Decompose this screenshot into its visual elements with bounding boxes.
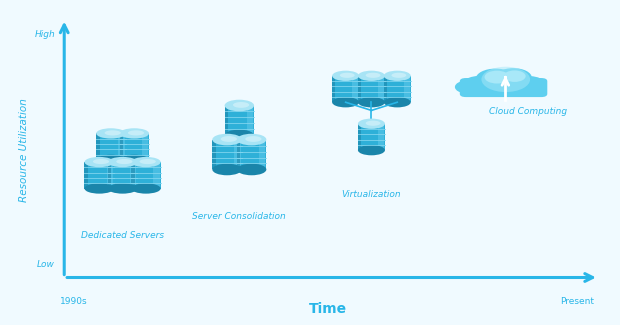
Bar — [358, 76, 385, 102]
Ellipse shape — [108, 183, 138, 194]
Ellipse shape — [96, 128, 126, 138]
Circle shape — [476, 69, 515, 89]
Ellipse shape — [237, 134, 267, 145]
Bar — [378, 76, 384, 102]
Bar — [237, 139, 267, 169]
Bar — [96, 133, 100, 160]
Ellipse shape — [224, 100, 254, 111]
Ellipse shape — [212, 164, 242, 175]
Ellipse shape — [384, 97, 411, 107]
Bar — [108, 162, 112, 188]
Ellipse shape — [332, 71, 359, 81]
Ellipse shape — [366, 73, 381, 78]
Bar — [384, 76, 387, 102]
Bar — [131, 162, 161, 188]
Ellipse shape — [131, 183, 161, 194]
Bar — [212, 139, 216, 169]
Bar — [96, 133, 126, 160]
Ellipse shape — [358, 97, 385, 107]
Bar — [131, 162, 135, 188]
Ellipse shape — [246, 136, 262, 142]
Ellipse shape — [224, 130, 254, 141]
Bar — [212, 139, 242, 169]
Ellipse shape — [105, 130, 121, 136]
Bar — [259, 139, 265, 169]
Ellipse shape — [340, 73, 355, 78]
Bar — [224, 106, 254, 136]
Ellipse shape — [237, 164, 267, 175]
Ellipse shape — [96, 155, 126, 165]
Ellipse shape — [221, 136, 237, 142]
Bar — [404, 76, 410, 102]
Bar — [384, 76, 411, 102]
Ellipse shape — [233, 102, 249, 108]
Ellipse shape — [366, 121, 381, 126]
Bar — [118, 133, 125, 160]
Circle shape — [481, 67, 530, 92]
Circle shape — [495, 68, 532, 87]
Ellipse shape — [128, 130, 144, 136]
Text: Low: Low — [37, 260, 55, 269]
FancyBboxPatch shape — [460, 78, 547, 97]
Bar — [378, 124, 384, 150]
Bar — [237, 139, 241, 169]
Bar — [234, 139, 241, 169]
Ellipse shape — [212, 134, 242, 145]
Bar — [108, 162, 138, 188]
Bar — [107, 162, 113, 188]
Bar — [84, 162, 88, 188]
Ellipse shape — [84, 183, 114, 194]
Text: High: High — [34, 30, 55, 39]
Bar — [153, 162, 160, 188]
Ellipse shape — [358, 145, 385, 155]
Bar — [332, 76, 335, 102]
Bar — [130, 162, 136, 188]
Text: Virtualization: Virtualization — [342, 190, 401, 199]
Bar — [358, 76, 361, 102]
Ellipse shape — [93, 159, 109, 164]
Text: Server Consolidation: Server Consolidation — [192, 212, 286, 221]
Ellipse shape — [140, 159, 156, 164]
Ellipse shape — [358, 71, 385, 81]
Circle shape — [455, 81, 480, 93]
Circle shape — [463, 76, 496, 93]
Text: 1990s: 1990s — [60, 297, 87, 306]
Ellipse shape — [117, 159, 133, 164]
Ellipse shape — [120, 128, 149, 138]
Text: Dedicated Servers: Dedicated Servers — [81, 231, 164, 240]
Bar — [332, 76, 359, 102]
Bar — [358, 124, 361, 150]
Bar — [84, 162, 114, 188]
Bar — [352, 76, 358, 102]
Text: Resource Utilization: Resource Utilization — [19, 98, 29, 202]
Circle shape — [516, 76, 544, 91]
Text: Time: Time — [309, 302, 347, 316]
Ellipse shape — [120, 155, 149, 165]
Bar — [120, 133, 149, 160]
Circle shape — [484, 71, 509, 84]
Bar — [120, 133, 123, 160]
Bar — [224, 106, 228, 136]
Ellipse shape — [108, 157, 138, 167]
Ellipse shape — [332, 97, 359, 107]
Ellipse shape — [358, 119, 385, 129]
Bar — [247, 106, 253, 136]
Ellipse shape — [391, 73, 406, 78]
Ellipse shape — [84, 157, 114, 167]
Bar — [141, 133, 148, 160]
Ellipse shape — [384, 71, 411, 81]
Text: Cloud Computing: Cloud Computing — [489, 107, 567, 115]
Ellipse shape — [131, 157, 161, 167]
Bar — [358, 124, 385, 150]
Circle shape — [503, 71, 526, 82]
Text: Present: Present — [560, 297, 595, 306]
